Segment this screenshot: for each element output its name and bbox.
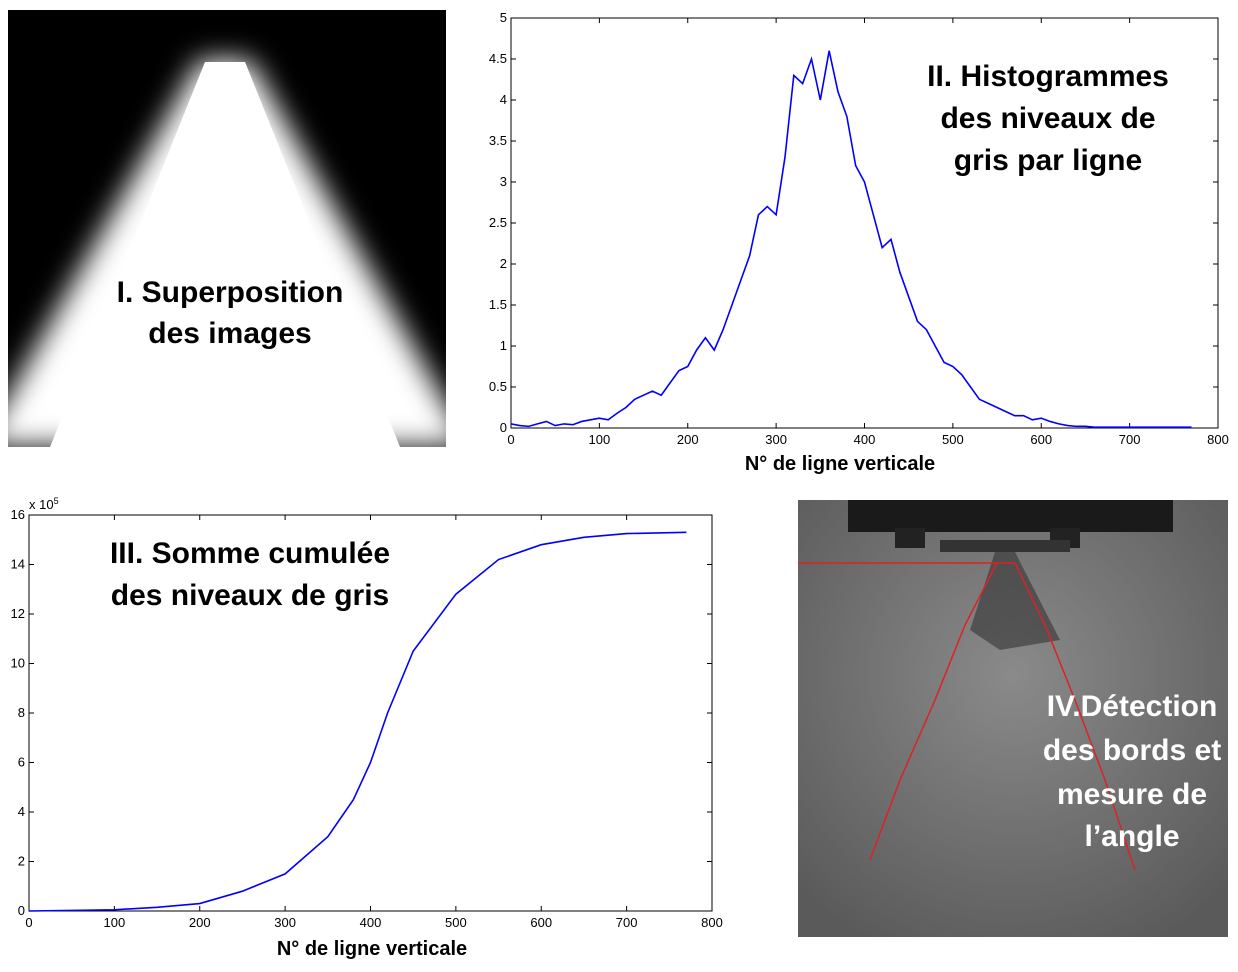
- x-tick-label: 400: [360, 915, 382, 930]
- panel-label: IV.Détection: [1047, 690, 1218, 723]
- x-tick-label: 400: [854, 432, 876, 447]
- x-tick-label: 600: [530, 915, 552, 930]
- y-tick-label: 0.5: [489, 379, 507, 394]
- x-tick-label: 0: [507, 432, 514, 447]
- y-tick-label: 8: [18, 705, 25, 720]
- chart-title: des niveaux de gris: [111, 579, 389, 612]
- chart-title: gris par ligne: [954, 144, 1142, 177]
- y-tick-label: 10: [11, 656, 25, 671]
- y-tick-label: 2: [500, 256, 507, 271]
- x-tick-label: 200: [677, 432, 699, 447]
- panel-label: l’angle: [1084, 820, 1179, 853]
- chart-title: II. Histogrammes: [927, 60, 1169, 93]
- x-tick-label: 0: [25, 915, 32, 930]
- x-tick-label: 700: [1119, 432, 1141, 447]
- y-tick-label: 0: [18, 903, 25, 918]
- panel-label: des bords et: [1043, 734, 1221, 767]
- multiplier-exponent: 5: [54, 496, 59, 506]
- x-tick-label: 100: [104, 915, 126, 930]
- panel-label: des images: [148, 317, 311, 350]
- y-tick-label: 5: [500, 10, 507, 25]
- y-tick-label: 16: [11, 507, 25, 522]
- x-tick-label: 800: [701, 915, 723, 930]
- x-axis-label: N° de ligne verticale: [745, 453, 935, 475]
- panel-label: mesure de: [1057, 778, 1207, 811]
- y-tick-label: 0: [500, 420, 507, 435]
- x-tick-label: 100: [589, 432, 611, 447]
- y-tick-label: 4.5: [489, 51, 507, 66]
- image-superposition: I. Superposition des images: [8, 10, 446, 447]
- y-tick-label: 6: [18, 755, 25, 770]
- y-tick-label: 3: [500, 174, 507, 189]
- y-tick-label: 2.5: [489, 215, 507, 230]
- image-detection: IV.Détection des bords et mesure de l’an…: [798, 500, 1228, 937]
- y-tick-label: 2: [18, 854, 25, 869]
- x-tick-label: 200: [189, 915, 211, 930]
- x-tick-label: 700: [616, 915, 638, 930]
- multiplier-base: x 10: [29, 497, 54, 512]
- plot-area: [28, 514, 713, 912]
- chart-title: des niveaux de: [940, 102, 1155, 135]
- y-tick-label: 3.5: [489, 133, 507, 148]
- data-line: [28, 531, 687, 912]
- y-tick-label: 4: [500, 92, 507, 107]
- axis-multiplier: x 105: [29, 496, 59, 512]
- x-tick-label: 500: [942, 432, 964, 447]
- y-tick-label: 1.5: [489, 297, 507, 312]
- y-tick-label: 14: [11, 557, 25, 572]
- x-tick-label: 300: [765, 432, 787, 447]
- plot-area: [510, 17, 1219, 429]
- x-tick-label: 800: [1207, 432, 1229, 447]
- y-tick-label: 4: [18, 804, 25, 819]
- x-tick-label: 300: [274, 915, 296, 930]
- y-tick-label: 1: [500, 338, 507, 353]
- chart-title: III. Somme cumulée: [110, 537, 390, 570]
- data-line: [510, 50, 1192, 428]
- x-tick-label: 600: [1030, 432, 1052, 447]
- x-axis-label: N° de ligne verticale: [277, 938, 467, 960]
- y-tick-label: 12: [11, 606, 25, 621]
- panel-label: I. Superposition: [117, 276, 344, 309]
- x-tick-label: 500: [445, 915, 467, 930]
